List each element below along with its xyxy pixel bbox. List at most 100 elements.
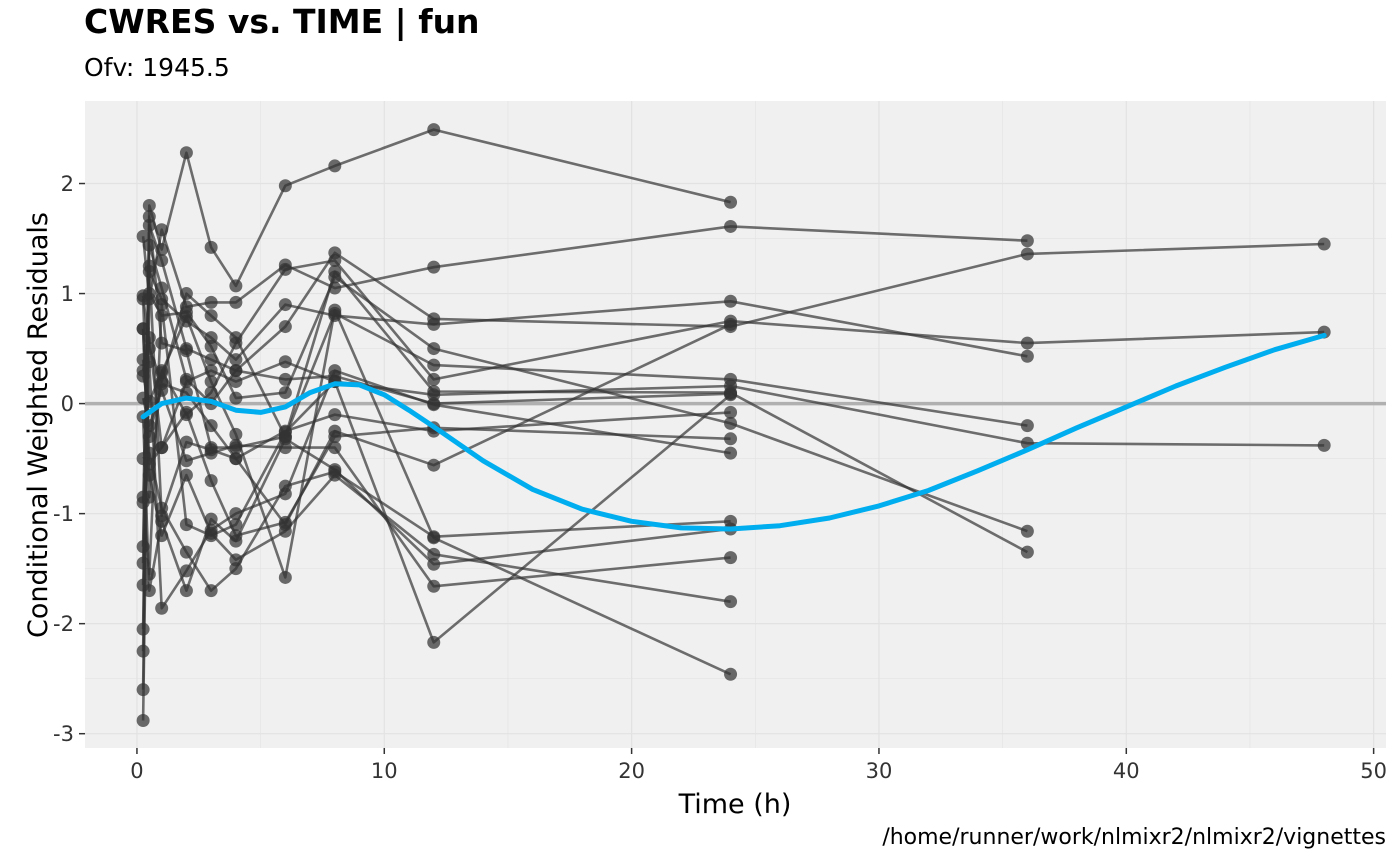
data-point (179, 584, 193, 598)
data-point (179, 146, 193, 160)
data-point (136, 644, 150, 658)
data-point (229, 331, 243, 345)
data-point (427, 531, 441, 545)
x-tick-label: 50 (1360, 759, 1387, 783)
subject-series (136, 238, 738, 658)
data-point (724, 551, 738, 565)
data-point (142, 238, 156, 252)
x-tick-label: 10 (371, 759, 398, 783)
data-point (328, 424, 342, 438)
data-point (278, 518, 292, 532)
data-point (204, 474, 218, 488)
data-point (1020, 349, 1034, 363)
data-point (179, 287, 193, 301)
y-tick-label: 2 (61, 172, 74, 196)
data-point (278, 386, 292, 400)
data-point (427, 635, 441, 649)
x-axis-label: Time (h) (678, 789, 792, 820)
data-point (229, 375, 243, 389)
data-point (229, 427, 243, 441)
data-point (724, 294, 738, 308)
data-point (204, 529, 218, 543)
data-point (155, 281, 169, 295)
data-point (427, 397, 441, 411)
smooth-trend-line (140, 332, 1327, 532)
data-point (229, 391, 243, 405)
data-point (724, 595, 738, 609)
y-tick-label: 1 (61, 282, 74, 306)
x-tick-label: 30 (866, 759, 893, 783)
data-point (179, 435, 193, 449)
data-point (427, 123, 441, 137)
grid-layer (85, 101, 1386, 748)
x-tick-label: 20 (618, 759, 645, 783)
chart-caption: /home/runner/work/nlmixr2/nlmixr2/vignet… (882, 825, 1386, 850)
data-point (278, 179, 292, 193)
y-tick-label: -2 (53, 612, 74, 636)
y-tick-label: 0 (61, 392, 74, 416)
data-point (179, 545, 193, 559)
data-point (328, 468, 342, 482)
data-point (229, 353, 243, 367)
data-point (278, 570, 292, 584)
data-point (142, 430, 156, 444)
data-point (136, 713, 150, 727)
data-point (229, 295, 243, 309)
data-point (724, 317, 738, 331)
data-point (136, 292, 150, 306)
subject-line (141, 336, 1325, 449)
chart-subtitle: Ofv: 1945.5 (84, 53, 230, 82)
data-point (136, 490, 150, 504)
data-point (204, 295, 218, 309)
data-point (204, 339, 218, 353)
x-tick-label: 40 (1113, 759, 1140, 783)
data-point (328, 408, 342, 422)
chart-title: CWRES vs. TIME | fun (84, 2, 480, 41)
subject-series (136, 123, 738, 636)
y-tick-label: -3 (53, 722, 74, 746)
data-point (328, 159, 342, 173)
data-point (204, 309, 218, 323)
data-point (155, 254, 169, 268)
data-point (427, 372, 441, 386)
data-point (179, 310, 193, 324)
data-point (278, 479, 292, 493)
data-point (229, 279, 243, 293)
data-point (204, 512, 218, 526)
data-point (328, 303, 342, 317)
data-point (427, 557, 441, 571)
data-point (229, 553, 243, 567)
data-point (142, 199, 156, 213)
data-point (278, 320, 292, 334)
data-point (278, 425, 292, 439)
data-point (328, 265, 342, 279)
data-point (724, 667, 738, 681)
data-point (155, 441, 169, 455)
x-tick-label: 0 (130, 759, 143, 783)
subject-line (141, 128, 731, 630)
data-point (142, 210, 156, 224)
data-point (142, 567, 156, 581)
data-point (155, 501, 169, 515)
axis-ticks-layer: 0 10 20 30 40 50 -3 -2 -1 0 1 2 (53, 172, 1387, 783)
data-point (724, 416, 738, 430)
data-point (229, 518, 243, 532)
data-point (155, 601, 169, 615)
data-point (179, 405, 193, 419)
data-point (724, 405, 738, 419)
data-point (142, 584, 156, 598)
data-point (1020, 247, 1034, 261)
data-point (1317, 237, 1331, 251)
data-point (724, 388, 738, 402)
data-point (1317, 438, 1331, 452)
data-point (204, 419, 218, 433)
data-point (724, 219, 738, 233)
data-point (1020, 336, 1034, 350)
data-point (1020, 419, 1034, 433)
data-point (229, 438, 243, 452)
data-point (179, 372, 193, 386)
y-tick-label: -1 (53, 502, 74, 526)
data-point (1020, 524, 1034, 538)
data-point (179, 468, 193, 482)
subject-line (142, 451, 731, 593)
